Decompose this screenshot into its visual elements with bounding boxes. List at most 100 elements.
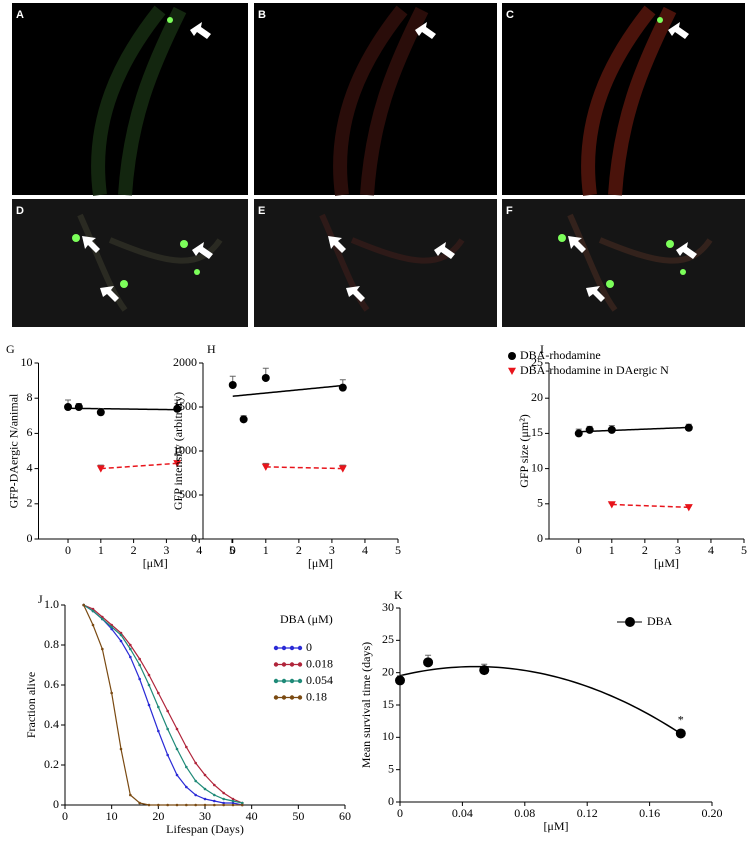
- legend-label: 0: [306, 640, 312, 654]
- point: [110, 625, 113, 629]
- x-tick-label: 0.04: [452, 806, 473, 820]
- panel-label: F: [506, 205, 513, 217]
- y-tick-label: 1.0: [44, 597, 59, 611]
- chart: G 0 2 4 6 8 10 0 1 2 3 4 5 [μM] GFP-DAergic N/animal: [6, 342, 235, 570]
- worm: [567, 213, 713, 312]
- point: [213, 803, 216, 807]
- legend-marker: [297, 678, 303, 684]
- y-tick-label: 25: [531, 355, 543, 369]
- point: [166, 753, 169, 757]
- panel-label: C: [506, 9, 514, 21]
- legend-marker: [281, 678, 287, 684]
- x-tick-label: 0: [576, 543, 582, 557]
- legend-marker: [289, 678, 295, 684]
- marker: [261, 463, 270, 471]
- y-axis-label: GFP size (μm²): [517, 414, 531, 488]
- point: [203, 797, 207, 801]
- marker: [173, 460, 182, 468]
- marker: [395, 675, 405, 686]
- point: [157, 691, 160, 695]
- x-tick-label: 2: [131, 543, 137, 557]
- marker: [574, 429, 583, 438]
- point: [129, 647, 132, 651]
- panel-label: I: [540, 342, 544, 356]
- point: [101, 617, 104, 621]
- x-tick-label: 3: [329, 543, 335, 557]
- point: [147, 673, 151, 677]
- legend-label: 0.054: [306, 673, 333, 687]
- x-tick-label: 0: [230, 543, 236, 557]
- legend-marker: [281, 662, 287, 667]
- x-tick-label: 5: [741, 543, 747, 557]
- x-tick-label: 0: [397, 806, 403, 820]
- x-tick-label: 60: [339, 809, 351, 823]
- marker: [684, 504, 693, 512]
- panel-label: D: [16, 205, 24, 217]
- marker: [508, 352, 516, 360]
- panel-label: K: [394, 588, 403, 602]
- connector-line: [265, 466, 343, 470]
- y-tick-label: 10: [382, 729, 394, 743]
- x-axis-label: [μM]: [308, 556, 333, 570]
- series-line: [83, 604, 243, 804]
- point: [194, 803, 197, 807]
- marker: [607, 425, 616, 434]
- worm: [319, 213, 465, 312]
- y-tick-label: 0.6: [44, 677, 59, 691]
- point: [185, 803, 188, 807]
- x-axis-label: Lifespan (Days): [166, 822, 244, 836]
- chart: H 0 500 1000 1500 2000 0 1 2 3 4 5 [μM] GFP intensity…: [171, 342, 401, 570]
- y-tick-label: 0: [191, 531, 197, 545]
- marker: [479, 665, 490, 676]
- x-tick-label: 3: [675, 543, 681, 557]
- marker: [239, 415, 248, 424]
- point: [147, 703, 151, 707]
- y-tick-label: 0.2: [44, 757, 59, 771]
- point: [166, 709, 169, 713]
- x-tick-label: 20: [152, 809, 164, 823]
- point: [110, 623, 113, 627]
- y-axis-label: GFP-DAergic N/animal: [6, 393, 20, 508]
- y-tick-label: 10: [21, 355, 33, 369]
- y-tick-label: 1000: [173, 443, 197, 457]
- point: [82, 603, 85, 607]
- y-tick-label: 30: [382, 600, 394, 614]
- point: [129, 793, 132, 797]
- point: [175, 727, 179, 731]
- point: [101, 647, 104, 651]
- marker: [173, 404, 182, 413]
- point: [138, 677, 141, 681]
- y-tick-label: 15: [382, 697, 394, 711]
- y-tick-label: 2: [27, 496, 33, 510]
- x-tick-label: 3: [163, 543, 169, 557]
- point: [138, 801, 141, 805]
- marker: [74, 403, 83, 411]
- x-axis-label: [μM]: [654, 556, 679, 570]
- connector-line: [611, 503, 689, 509]
- point: [222, 801, 225, 805]
- y-tick-label: 0: [53, 797, 59, 811]
- point: [138, 663, 141, 667]
- y-tick-label: 8: [27, 390, 33, 404]
- series-line: [83, 604, 243, 804]
- point: [231, 803, 235, 807]
- legend-marker: [273, 645, 279, 651]
- marker: [607, 501, 616, 509]
- y-tick-label: 10: [531, 460, 543, 474]
- x-axis-label: [μM]: [543, 819, 568, 833]
- legend-marker: [289, 695, 295, 700]
- marker: [96, 408, 105, 417]
- point: [91, 607, 95, 611]
- legend-label: 0.18: [306, 689, 327, 703]
- x-tick-label: 0.20: [702, 806, 723, 820]
- y-tick-label: 0.4: [44, 717, 59, 731]
- point: [91, 609, 95, 613]
- legend-marker: [273, 678, 279, 684]
- y-axis-label: Fraction alive: [24, 672, 38, 738]
- x-tick-label: 1: [263, 543, 269, 557]
- y-tick-label: 25: [382, 632, 394, 646]
- marker: [684, 423, 693, 432]
- point: [222, 791, 225, 795]
- x-tick-label: 30: [199, 809, 211, 823]
